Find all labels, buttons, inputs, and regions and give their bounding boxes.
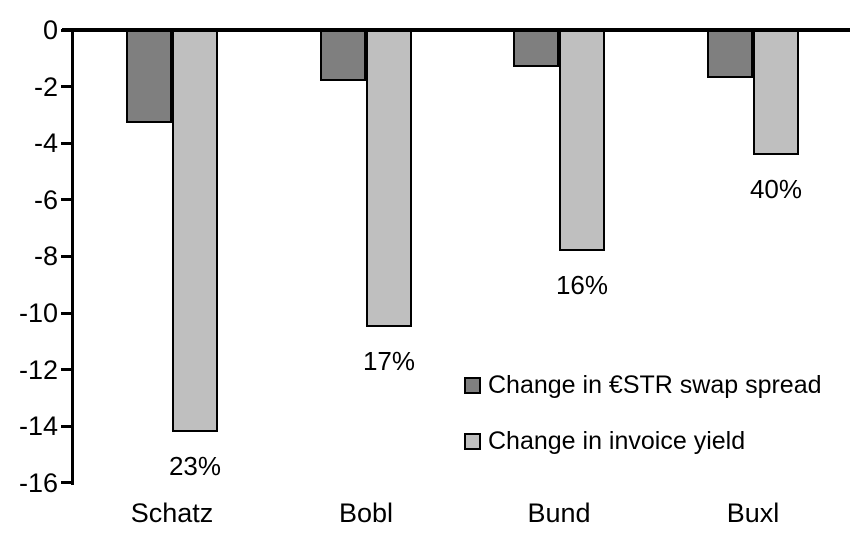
x-category-label-bobl: Bobl — [338, 498, 394, 528]
y-tick-label: -16 — [18, 467, 58, 498]
bar-bund-invoice-yield — [559, 30, 605, 251]
legend-item-invoice-yield: Change in invoice yield — [464, 428, 745, 454]
y-tick-label: -12 — [18, 354, 58, 385]
y-tick-label: -10 — [18, 298, 58, 328]
legend-swatch-invoice-yield — [464, 432, 481, 450]
legend-swatch-swap-spread — [464, 376, 481, 394]
x-category-label-bund: Bund — [527, 498, 591, 528]
y-tick-label: -4 — [33, 128, 58, 159]
bar-bobl-swap-spread — [320, 30, 366, 81]
y-tick-mark — [61, 368, 71, 372]
y-tick-mark — [61, 311, 71, 315]
y-tick-label: -6 — [33, 184, 58, 215]
x-axis-zero-line — [62, 28, 850, 32]
legend-label-swap-spread: Change in €STR swap spread — [488, 371, 822, 399]
y-tick-mark — [61, 141, 71, 145]
bar-buxl-invoice-yield — [753, 30, 799, 155]
y-tick-mark — [61, 198, 71, 202]
y-tick-mark — [61, 85, 71, 89]
y-tick-label: -2 — [33, 71, 58, 102]
bar-bund-swap-spread — [513, 30, 559, 67]
y-tick-mark — [61, 424, 71, 428]
legend-item-swap-spread: Change in €STR swap spread — [464, 372, 822, 398]
bar-bobl-invoice-yield — [366, 30, 412, 328]
data-label-bund: 16% — [555, 269, 609, 300]
y-axis-line — [71, 28, 74, 485]
data-label-buxl: 40% — [749, 173, 803, 204]
bar-schatz-invoice-yield — [172, 30, 218, 432]
data-label-schatz: 23% — [168, 450, 222, 481]
y-tick-label: -8 — [33, 241, 58, 272]
bar-schatz-swap-spread — [126, 30, 172, 124]
x-category-label-buxl: Buxl — [726, 498, 780, 528]
y-tick-mark — [61, 481, 71, 485]
legend-label-invoice-yield: Change in invoice yield — [488, 427, 746, 455]
data-label-bobl: 17% — [362, 346, 416, 377]
y-tick-label: -14 — [18, 411, 58, 442]
bar-buxl-swap-spread — [707, 30, 753, 79]
y-tick-label: 0 — [42, 15, 58, 45]
x-category-label-schatz: Schatz — [130, 498, 214, 528]
y-tick-mark — [61, 254, 71, 258]
